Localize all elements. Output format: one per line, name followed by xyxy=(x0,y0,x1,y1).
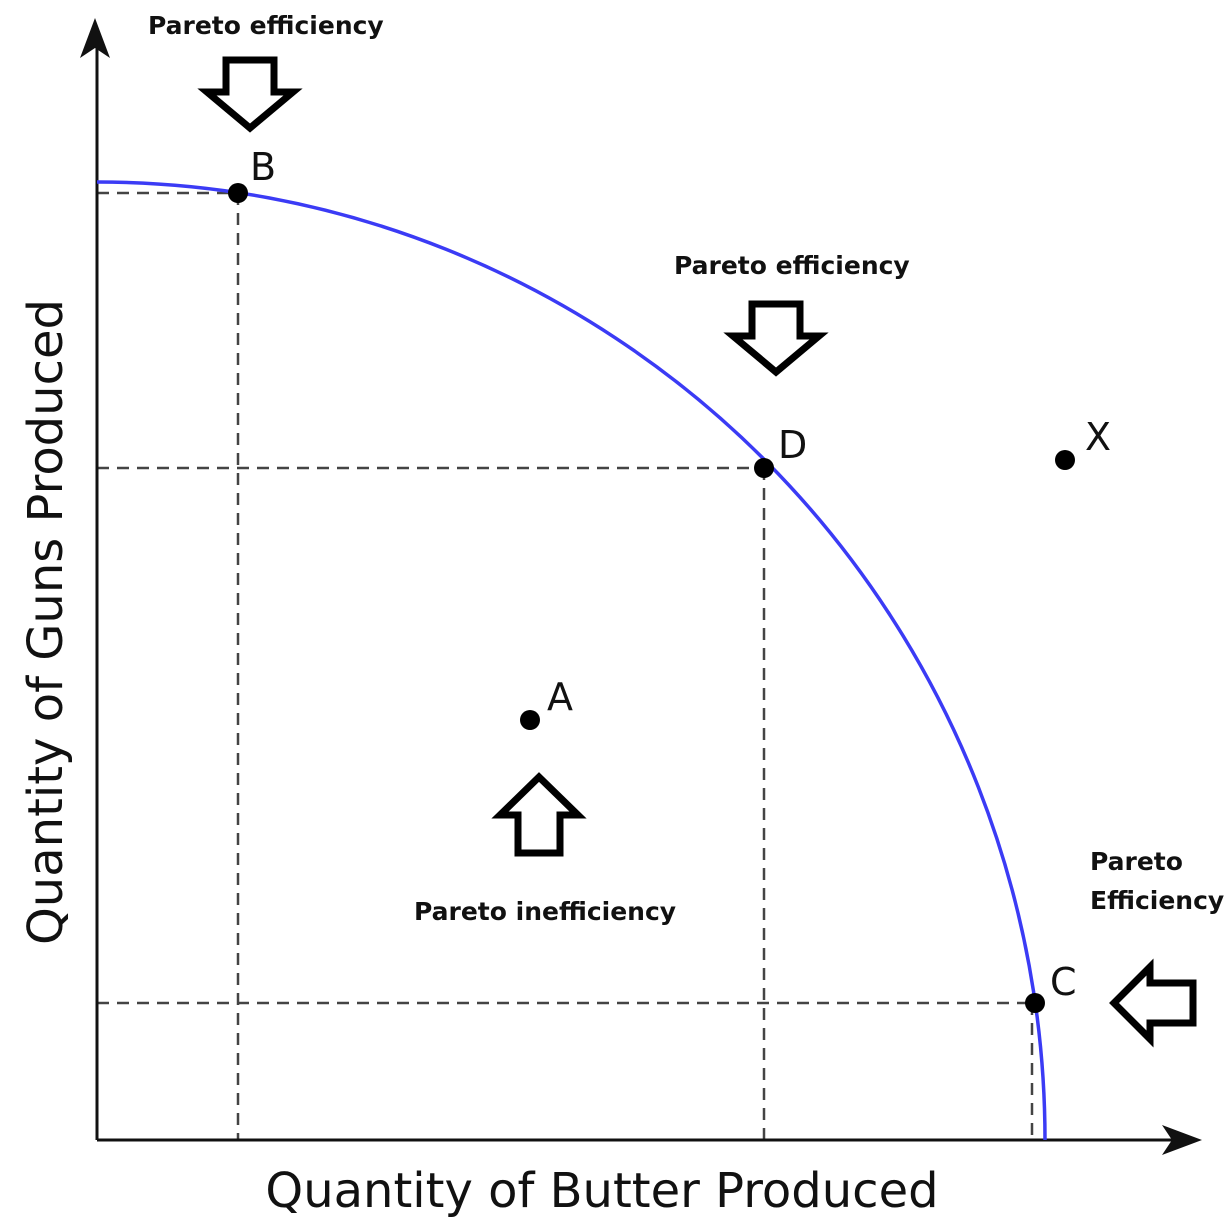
point-label: C xyxy=(1050,960,1077,1004)
points: B D C A X xyxy=(228,145,1111,1013)
point-label: B xyxy=(250,145,276,189)
point-label: X xyxy=(1085,415,1111,459)
y-arrow xyxy=(80,18,110,58)
point-a xyxy=(520,710,540,730)
arrow-down xyxy=(197,56,303,133)
guide-lines xyxy=(97,191,1035,1140)
point-label: A xyxy=(547,675,573,719)
annotation: Pareto inefficiency xyxy=(414,897,676,926)
arrow-up xyxy=(491,772,587,857)
annotation: Efficiency xyxy=(1090,886,1224,915)
guide-c xyxy=(97,1001,1035,1140)
guide-d xyxy=(97,466,766,1140)
point-b xyxy=(228,183,248,203)
block-arrows xyxy=(197,56,1197,1048)
point-c xyxy=(1025,993,1045,1013)
annotation: Pareto xyxy=(1090,847,1183,876)
annotation: Pareto efficiency xyxy=(674,251,910,280)
x-axis-label: Quantity of Butter Produced xyxy=(265,1163,938,1219)
annotation: Pareto efficiency xyxy=(148,11,384,40)
arrow-left xyxy=(1109,958,1197,1048)
point-d xyxy=(754,458,774,478)
arrow-down xyxy=(723,300,829,377)
point-x xyxy=(1055,450,1075,470)
guide-b xyxy=(97,191,240,1140)
point-label: D xyxy=(778,423,807,467)
y-axis-label: Quantity of Guns Produced xyxy=(18,299,74,945)
x-arrow xyxy=(1162,1125,1202,1155)
axes xyxy=(80,18,1202,1155)
